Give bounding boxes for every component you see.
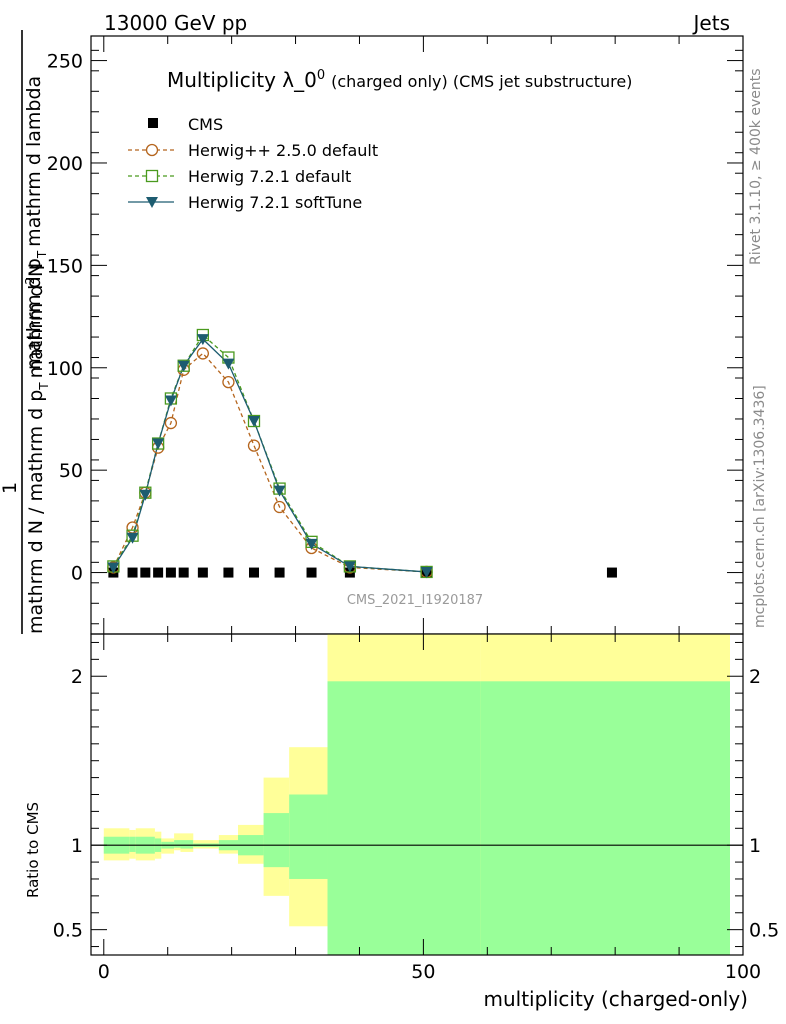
ylabel-part-3b: 2	[23, 277, 37, 285]
series-point-triangle	[177, 360, 190, 372]
ylabel-main: mathrm d N / mathrm d pTmathrm d2N 1	[0, 30, 51, 634]
ylabel-part-3: mathrm d	[25, 285, 47, 379]
legend-marker-herwig7-default	[145, 169, 159, 183]
series-line	[112, 338, 427, 573]
ylabel-main-upper: mathrm d pTmathrm d lambda	[23, 76, 49, 370]
y-tick-label: 100	[47, 358, 83, 380]
ylabel-part-2: mathrm d N / mathrm d p	[25, 390, 47, 634]
side-label-rivet: Rivet 3.1.10, ≥ 400k events	[748, 68, 764, 265]
series-point-circle	[247, 439, 261, 452]
ylabel-part-2b: T	[37, 382, 51, 391]
cms-data-point	[306, 567, 317, 578]
x-tick-label: 50	[411, 961, 435, 983]
y-tick-label-right: 2	[749, 666, 761, 688]
legend-label-herwig7-softtune: Herwig 7.2.1 softTune	[188, 193, 362, 212]
cms-data-point	[197, 567, 208, 578]
ratio-band-green	[129, 836, 136, 852]
cms-data-point	[140, 567, 151, 578]
series-point-circle	[196, 347, 210, 360]
y-tick-label: 2	[71, 666, 83, 688]
series-point-triangle	[273, 485, 286, 497]
ylabel-part-6: mathrm d lambda	[23, 76, 45, 247]
cms-data-point	[165, 567, 176, 578]
header-left: 13000 GeV pp	[104, 11, 247, 35]
series-point-triangle	[305, 538, 318, 550]
series-point-triangle	[126, 532, 139, 544]
cms-data-point	[127, 567, 138, 578]
ratio-band-green	[480, 681, 730, 955]
chart-title-main: Multiplicity λ_0	[167, 68, 317, 92]
series-point-triangle	[222, 358, 235, 370]
ylabel-ratio: Ratio to CMS	[24, 802, 42, 898]
ratio-bands	[91, 634, 743, 955]
xlabel: multiplicity (charged-only)	[483, 987, 748, 1011]
ylabel-main-lower: mathrm d N / mathrm d pTmathrm d2N	[23, 263, 51, 634]
y-tick-label: 1	[71, 835, 83, 857]
series-point-triangle	[139, 489, 152, 501]
chart-title-sup: 0	[317, 68, 325, 83]
series-point-triangle	[164, 395, 177, 407]
cms-data-point	[153, 567, 164, 578]
series-point-triangle	[420, 566, 433, 578]
header-right: Jets	[692, 11, 730, 35]
y-tick-label: 0	[71, 563, 83, 585]
series-point-triangle	[248, 416, 260, 428]
y-tick-label: 150	[47, 255, 83, 277]
series-point-circle	[273, 500, 286, 514]
legend-label-cms: CMS	[188, 115, 223, 134]
legend: CMS Herwig++ 2.5.0 default Herwig 7.2.1 …	[128, 115, 378, 212]
ylabel-part-4: N	[25, 263, 47, 277]
ylabel-numerator-1: 1	[0, 482, 21, 494]
series-point-triangle	[152, 438, 165, 450]
series-point-triangle	[343, 561, 356, 573]
chart-title-sub: (charged only) (CMS jet substructure)	[331, 72, 632, 91]
side-label-mcplots: mcplots.cern.ch [arXiv:1306.3436]	[752, 385, 768, 628]
cms-data-point	[223, 567, 234, 578]
ratio-frame: 0.5 0.5 1 1 2 2 0 50 100	[53, 633, 779, 983]
ratio-band-green	[174, 840, 181, 848]
main-series-lines	[112, 334, 427, 573]
ylabel-main-upper-text: mathrm d pTmathrm d lambda	[23, 76, 49, 370]
y-tick-label: 250	[47, 51, 83, 73]
legend-label-herwig7-default: Herwig 7.2.1 default	[188, 167, 351, 186]
series-point-triangle	[196, 334, 209, 346]
y-tick-label: 200	[47, 153, 83, 175]
ylabel-part-5b: T	[35, 250, 49, 259]
series-point-circle	[164, 416, 178, 430]
ratio-band-green	[180, 840, 194, 849]
y-tick-label-right: 0.5	[749, 920, 779, 942]
x-tick-label: 100	[725, 961, 761, 983]
ratio-band-green	[327, 681, 481, 955]
ylabel-part-5: mathrm d p	[23, 258, 45, 370]
legend-marker-herwig7-softtune	[146, 197, 158, 208]
y-tick-label: 50	[59, 460, 83, 482]
x-tick-label: 0	[98, 961, 110, 983]
series-line	[112, 334, 427, 573]
legend-marker-cms	[148, 118, 158, 128]
legend-label-herwigpp: Herwig++ 2.5.0 default	[188, 141, 378, 160]
ratio-band-green	[289, 794, 328, 879]
cms-data-point	[178, 567, 189, 578]
y-tick-label: 0.5	[53, 920, 83, 942]
cms-data-point	[249, 567, 259, 578]
series-point-triangle	[107, 562, 120, 574]
cms-data-point	[606, 567, 617, 578]
cms-data-point	[274, 567, 285, 578]
chart-title: Multiplicity λ_00 (charged only) (CMS jet…	[167, 68, 632, 92]
legend-marker-herwigpp	[145, 143, 159, 157]
y-tick-label-right: 1	[749, 835, 761, 857]
series-point-circle	[222, 375, 235, 389]
main-frame: 0 50 100 150 200 250	[47, 35, 744, 635]
analysis-watermark: CMS_2021_I1920187	[347, 593, 483, 608]
ratio-band-green	[263, 813, 290, 868]
main-series-points	[107, 328, 617, 579]
